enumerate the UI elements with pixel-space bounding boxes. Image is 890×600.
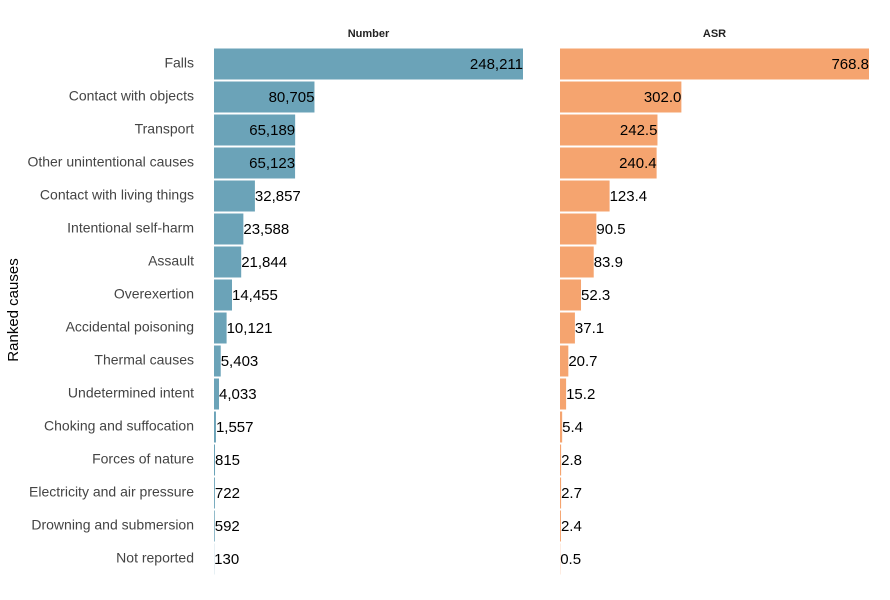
bar xyxy=(560,378,567,410)
value-label: 15.2 xyxy=(566,386,595,403)
value-label: 2.7 xyxy=(561,485,582,502)
value-label: 815 xyxy=(215,452,240,469)
value-label: 65,123 xyxy=(249,155,295,172)
value-label: 130 xyxy=(214,551,239,568)
bar xyxy=(560,147,657,179)
bar xyxy=(560,48,869,80)
category-label: Accidental poisoning xyxy=(66,319,194,335)
value-label: 10,121 xyxy=(227,320,273,337)
category-label: Falls xyxy=(164,55,194,71)
bar xyxy=(214,81,315,113)
value-label: 722 xyxy=(215,485,240,502)
bar xyxy=(214,378,220,410)
category-label: Other unintentional causes xyxy=(27,154,194,170)
bar xyxy=(214,48,523,80)
value-label: 5,403 xyxy=(221,353,259,370)
value-label: 0.5 xyxy=(560,551,581,568)
bar xyxy=(560,279,582,311)
category-label: Transport xyxy=(135,121,195,137)
value-label: 1,557 xyxy=(216,419,254,436)
value-label: 302.0 xyxy=(644,89,682,106)
value-label: 80,705 xyxy=(269,89,315,106)
bar xyxy=(214,345,221,377)
bar xyxy=(560,477,562,509)
value-label: 32,857 xyxy=(255,188,301,205)
value-label: 83.9 xyxy=(594,254,623,271)
value-label: 592 xyxy=(215,518,240,535)
value-label: 20.7 xyxy=(568,353,597,370)
bar xyxy=(214,180,255,212)
value-label: 90.5 xyxy=(596,221,625,238)
bar xyxy=(560,81,682,113)
panel-title: ASR xyxy=(703,28,726,40)
bar xyxy=(214,312,227,344)
value-label: 248,211 xyxy=(470,56,523,73)
value-label: 14,455 xyxy=(232,287,278,304)
value-label: 21,844 xyxy=(241,254,287,271)
value-label: 242.5 xyxy=(620,122,658,139)
bar xyxy=(560,213,597,245)
bar xyxy=(560,312,575,344)
bar xyxy=(560,510,561,542)
value-label: 123.4 xyxy=(610,188,648,205)
bar xyxy=(560,114,658,146)
bar xyxy=(560,345,569,377)
category-label: Intentional self-harm xyxy=(67,220,194,236)
category-label: Contact with living things xyxy=(40,187,194,203)
value-label: 5.4 xyxy=(562,419,583,436)
bar xyxy=(214,147,296,179)
value-label: 65,189 xyxy=(249,122,295,139)
bar xyxy=(214,114,296,146)
category-label: Forces of nature xyxy=(92,451,194,467)
bar xyxy=(214,444,216,476)
bar xyxy=(214,477,215,509)
category-label: Thermal causes xyxy=(94,352,194,368)
value-label: 2.4 xyxy=(561,518,582,535)
bar xyxy=(560,246,594,278)
value-label: 37.1 xyxy=(575,320,604,337)
category-label: Electricity and air pressure xyxy=(29,484,194,500)
bar xyxy=(214,411,216,443)
value-label: 240.4 xyxy=(619,155,657,172)
value-label: 2.8 xyxy=(561,452,582,469)
category-label: Choking and suffocation xyxy=(44,418,194,434)
category-label: Not reported xyxy=(116,550,194,566)
category-label: Assault xyxy=(148,253,194,269)
bar xyxy=(214,213,244,245)
value-label: 52.3 xyxy=(581,287,610,304)
category-label: Drowning and submersion xyxy=(31,517,194,533)
y-axis-label: Ranked causes xyxy=(5,258,22,361)
value-label: 768.8 xyxy=(831,56,869,73)
panel-title: Number xyxy=(348,28,390,40)
category-label: Overexertion xyxy=(114,286,194,302)
bar xyxy=(214,510,215,542)
bar xyxy=(560,180,610,212)
bar xyxy=(214,246,242,278)
value-label: 23,588 xyxy=(243,221,289,238)
value-label: 4,033 xyxy=(219,386,257,403)
bar xyxy=(560,411,563,443)
category-label: Undetermined intent xyxy=(68,385,194,401)
category-label: Contact with objects xyxy=(69,88,194,104)
bar xyxy=(560,444,562,476)
bar xyxy=(214,279,232,311)
